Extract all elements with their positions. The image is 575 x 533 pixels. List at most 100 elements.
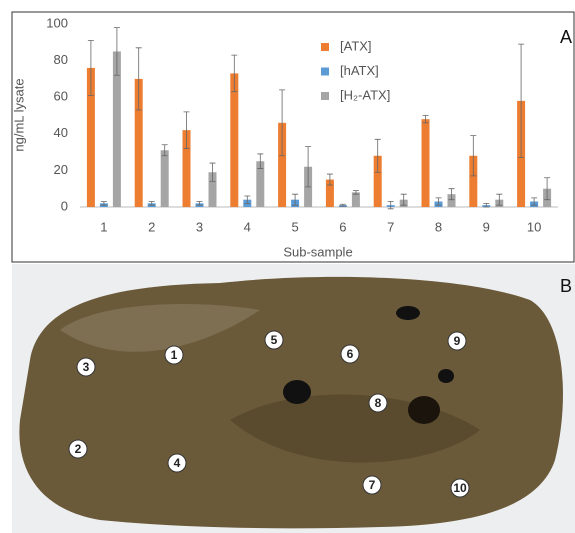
bar	[134, 78, 143, 208]
x-tick-label: 10	[527, 219, 541, 234]
bar	[208, 172, 217, 207]
marker	[368, 393, 388, 413]
marker-label: 1	[171, 348, 178, 362]
marker-label: 8	[375, 396, 382, 410]
hole	[438, 369, 454, 383]
panel-label: A	[560, 27, 572, 47]
legend-swatch	[321, 92, 329, 100]
y-tick-label: 20	[54, 162, 68, 177]
error-bar	[209, 162, 216, 182]
bar	[351, 192, 360, 207]
marker-label: 3	[83, 360, 90, 374]
error-bar	[448, 188, 455, 201]
bar	[447, 194, 456, 207]
y-tick-label: 60	[54, 89, 68, 104]
bar	[160, 150, 169, 207]
marker	[340, 344, 360, 364]
bar	[325, 179, 334, 207]
error-bar	[244, 195, 251, 204]
error-bar	[148, 201, 155, 206]
error-bar	[374, 138, 381, 173]
error-bar	[292, 193, 299, 206]
error-bar	[544, 177, 551, 201]
x-tick-label: 8	[435, 219, 442, 234]
x-tick-label: 9	[483, 219, 490, 234]
marker-label: 6	[347, 347, 354, 361]
x-tick-label: 2	[148, 219, 155, 234]
hole	[283, 380, 311, 404]
error-bar	[400, 193, 407, 206]
marker	[164, 345, 184, 365]
bar	[421, 119, 430, 207]
error-bar	[483, 202, 490, 208]
marker	[76, 357, 96, 377]
marker-label: 5	[271, 333, 278, 347]
x-tick-label: 1	[100, 219, 107, 234]
bar	[278, 122, 287, 207]
bar	[469, 155, 478, 207]
error-bar	[279, 89, 286, 157]
x-tick-label: 3	[196, 219, 203, 234]
legend-swatch	[321, 67, 329, 76]
bar	[373, 155, 382, 207]
y-tick-label: 80	[54, 52, 68, 67]
bar	[86, 67, 95, 207]
y-tick-label: 40	[54, 125, 68, 140]
error-bar	[135, 47, 142, 111]
bar	[112, 51, 121, 208]
error-bar	[518, 43, 525, 158]
legend-swatch	[321, 43, 329, 51]
hole	[408, 396, 440, 424]
y-axis-label: ng/mL lysate	[11, 78, 26, 151]
chart-frame	[11, 11, 575, 263]
x-tick-label: 5	[291, 219, 298, 234]
error-bar	[305, 146, 312, 188]
x-tick-label: 4	[244, 219, 251, 234]
error-bar	[422, 115, 429, 124]
error-bar	[183, 111, 190, 149]
y-tick-label: 100	[46, 15, 68, 30]
marker	[447, 331, 467, 351]
hole	[396, 306, 420, 320]
error-bar	[496, 193, 503, 206]
marker	[68, 439, 88, 459]
marker-label: 10	[453, 481, 467, 495]
marker	[362, 475, 382, 495]
error-bar	[387, 201, 394, 210]
error-bar	[231, 54, 238, 93]
error-bar	[326, 173, 333, 186]
error-bar	[257, 153, 264, 169]
x-tick-label: 7	[387, 219, 394, 234]
y-tick-label: 0	[61, 198, 68, 213]
marker-label: 4	[174, 456, 181, 470]
marker	[167, 453, 187, 473]
bar	[256, 161, 265, 207]
x-axis-label: Sub-sample	[283, 244, 352, 259]
legend-label: [H₂-ATX]	[340, 87, 390, 102]
marker-label: 9	[454, 334, 461, 348]
error-bar	[531, 197, 538, 206]
error-bar	[161, 144, 168, 157]
x-tick-label: 6	[339, 219, 346, 234]
marker	[264, 330, 284, 350]
error-bar	[435, 197, 442, 206]
marker-label: 2	[75, 442, 82, 456]
error-bar	[196, 201, 203, 206]
error-bar	[470, 135, 477, 177]
marker-label: 7	[369, 478, 376, 492]
error-bar	[352, 190, 359, 195]
error-bar	[339, 203, 346, 207]
error-bar	[87, 40, 94, 96]
photo	[12, 264, 575, 533]
marker	[450, 478, 470, 498]
bar	[182, 130, 191, 207]
bar	[230, 73, 239, 207]
legend-label: [hATX]	[340, 63, 379, 78]
error-bar	[100, 201, 107, 206]
panel-label: B	[560, 276, 572, 296]
legend-label: [ATX]	[340, 38, 372, 53]
rock-texture	[60, 304, 260, 352]
error-bar	[113, 27, 120, 76]
